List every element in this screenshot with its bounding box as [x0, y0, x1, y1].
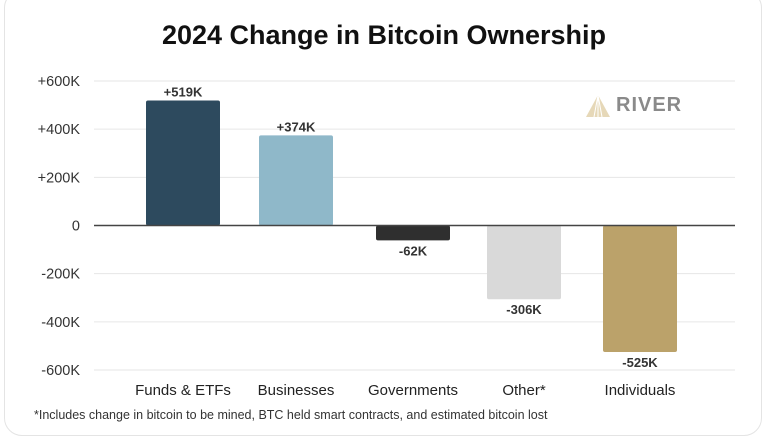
- y-tick-label: -200K: [41, 267, 80, 283]
- data-label: -525K: [622, 355, 658, 370]
- y-tick-label: +600K: [38, 74, 81, 90]
- bar-0: [146, 100, 220, 226]
- x-tick-label: Individuals: [605, 382, 676, 399]
- data-label: -62K: [399, 243, 428, 258]
- y-tick-label: +200K: [38, 170, 81, 186]
- x-tick-label: Businesses: [258, 382, 335, 399]
- data-label: +519K: [164, 85, 203, 100]
- x-tick-label: Funds & ETFs: [135, 382, 231, 399]
- y-tick-label: -400K: [41, 315, 80, 331]
- river-logo: RIVER: [586, 94, 682, 117]
- y-tick-label: 0: [72, 219, 80, 235]
- river-mountain-icon: [586, 94, 610, 117]
- x-tick-label: Governments: [368, 382, 458, 399]
- data-label: -306K: [506, 302, 542, 317]
- bar-3: [487, 225, 561, 300]
- data-label: +374K: [277, 119, 316, 134]
- y-tick-label: -600K: [41, 363, 80, 379]
- chart-title: 2024 Change in Bitcoin Ownership: [161, 20, 607, 50]
- y-tick-label: +400K: [38, 122, 81, 138]
- chart-card: [4, 0, 762, 436]
- bar-1: [259, 135, 333, 226]
- footnote: *Includes change in bitcoin to be mined,…: [34, 408, 548, 422]
- bar-2: [376, 225, 450, 241]
- x-tick-label: Other*: [502, 382, 546, 399]
- river-logo-text: RIVER: [616, 94, 683, 116]
- bar-4: [603, 225, 677, 352]
